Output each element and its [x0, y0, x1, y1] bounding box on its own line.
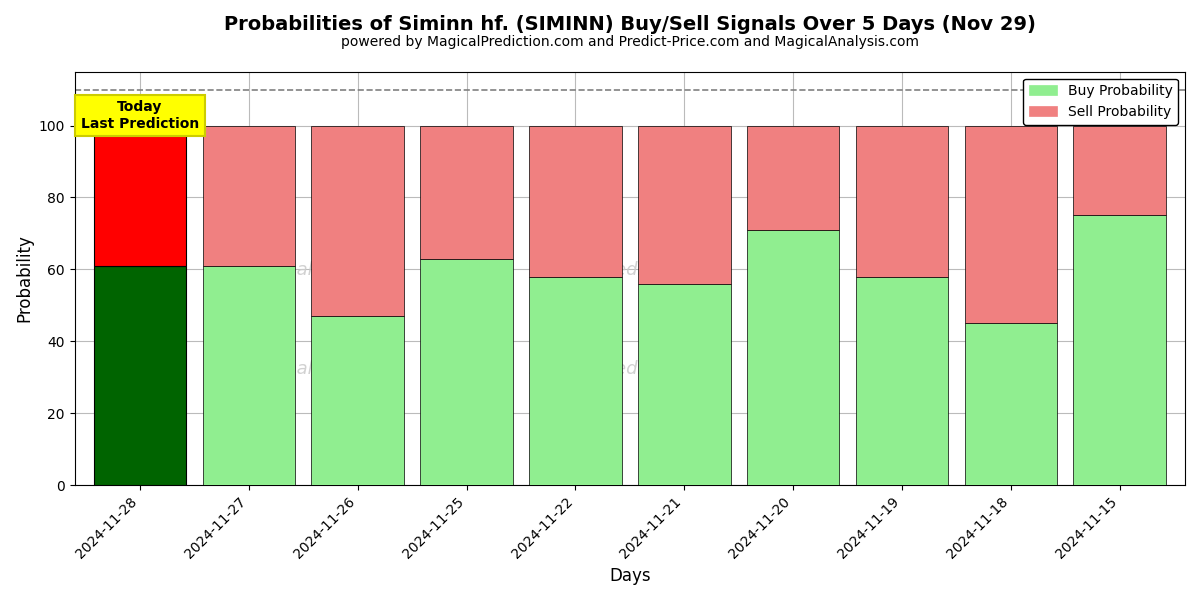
Bar	[856, 125, 948, 277]
Text: MagicalPrediction.com: MagicalPrediction.com	[528, 361, 731, 379]
Legend: Buy Probability, Sell Probability: Buy Probability, Sell Probability	[1024, 79, 1178, 125]
Bar	[203, 266, 295, 485]
Text: powered by MagicalPrediction.com and Predict-Price.com and MagicalAnalysis.com: powered by MagicalPrediction.com and Pre…	[341, 35, 919, 49]
Bar	[94, 125, 186, 266]
Bar	[420, 259, 512, 485]
Bar	[529, 125, 622, 277]
Bar	[856, 277, 948, 485]
Text: calAnalysis.com: calAnalysis.com	[247, 261, 391, 279]
Bar	[420, 125, 512, 259]
Text: MagicalPrediction.com: MagicalPrediction.com	[528, 261, 731, 279]
Text: Today
Last Prediction: Today Last Prediction	[80, 100, 199, 131]
Bar	[638, 284, 731, 485]
Bar	[965, 125, 1057, 323]
Bar	[965, 323, 1057, 485]
Text: calAnalysis.com: calAnalysis.com	[247, 361, 391, 379]
Bar	[1074, 215, 1166, 485]
Title: Probabilities of Siminn hf. (SIMINN) Buy/Sell Signals Over 5 Days (Nov 29): Probabilities of Siminn hf. (SIMINN) Buy…	[224, 15, 1036, 34]
Bar	[638, 125, 731, 284]
Bar	[746, 230, 839, 485]
Bar	[203, 125, 295, 266]
Bar	[312, 316, 404, 485]
X-axis label: Days: Days	[610, 567, 650, 585]
Y-axis label: Probability: Probability	[16, 235, 34, 322]
Bar	[312, 125, 404, 316]
Bar	[1074, 125, 1166, 215]
Bar	[746, 125, 839, 230]
Bar	[94, 266, 186, 485]
Bar	[529, 277, 622, 485]
